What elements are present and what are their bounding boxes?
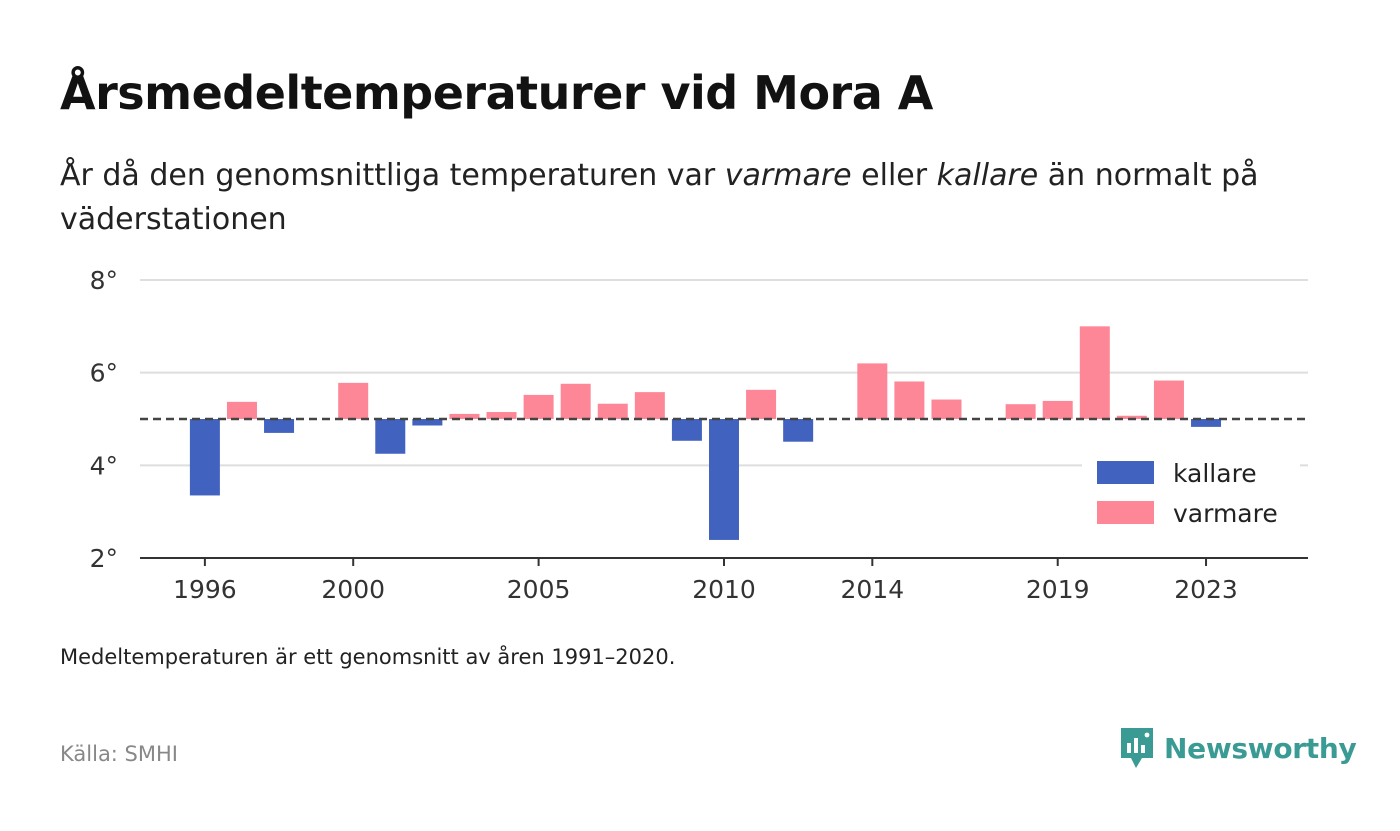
x-tick-label: 1996 bbox=[173, 575, 237, 604]
bar-1998 bbox=[264, 419, 295, 433]
bar-2022 bbox=[1153, 380, 1184, 419]
newsworthy-logo-icon bbox=[1121, 728, 1153, 768]
legend: kallare varmare bbox=[1082, 447, 1300, 539]
x-tick-label: 2005 bbox=[507, 575, 571, 604]
bar-2011 bbox=[746, 389, 777, 419]
bar-2021 bbox=[1116, 415, 1147, 419]
y-tick-label: 6° bbox=[90, 359, 118, 388]
bar-2003 bbox=[449, 413, 480, 419]
bar-2007 bbox=[597, 403, 628, 419]
footnote: Medeltemperaturen är ett genomsnitt av å… bbox=[60, 645, 676, 669]
legend-label-kallare: kallare bbox=[1173, 459, 1257, 488]
bar-2019 bbox=[1042, 400, 1073, 419]
bar-2001 bbox=[375, 419, 406, 454]
x-tick-label: 2014 bbox=[841, 575, 905, 604]
bar-2006 bbox=[560, 383, 591, 419]
bars-layer bbox=[189, 326, 1222, 540]
bar-2023 bbox=[1191, 419, 1222, 427]
bar-chart: 2° 4° 6° 8° 1996 2000 2005 2010 2014 2019 2023 kal… bbox=[90, 266, 1308, 604]
subtitle-emphasis-colder: kallare bbox=[936, 158, 1039, 193]
source-label: Källa: SMHI bbox=[60, 742, 178, 766]
bar-2016 bbox=[931, 399, 962, 419]
bar-2008 bbox=[634, 392, 665, 419]
legend-label-varmare: varmare bbox=[1173, 499, 1278, 528]
bar-2002 bbox=[412, 419, 443, 426]
bar-2004 bbox=[486, 412, 517, 419]
x-tick-label: 2000 bbox=[321, 575, 385, 604]
bar-2010 bbox=[709, 419, 739, 540]
y-tick-label: 8° bbox=[90, 266, 118, 295]
y-tick-label: 2° bbox=[90, 544, 118, 573]
axis-layer: 2° 4° 6° 8° 1996 2000 2005 2010 2014 2019 2023 bbox=[90, 266, 1308, 604]
subtitle-text-1: År då den genomsnittliga temperaturen va… bbox=[60, 158, 725, 193]
chart-subtitle: År då den genomsnittliga temperaturen va… bbox=[60, 154, 1340, 242]
bar-2012 bbox=[783, 419, 814, 442]
bar-2015 bbox=[894, 381, 925, 419]
x-tick-label: 2019 bbox=[1026, 575, 1090, 604]
subtitle-emphasis-warmer: varmare bbox=[724, 158, 852, 193]
newsworthy-logo: Newsworthy bbox=[1118, 726, 1357, 770]
bar-2014 bbox=[857, 363, 888, 419]
bar-2018 bbox=[1005, 404, 1036, 419]
subtitle-text-2: eller bbox=[851, 158, 937, 193]
bar-2005 bbox=[523, 394, 554, 419]
bar-1997 bbox=[226, 401, 257, 419]
x-tick-label: 2010 bbox=[692, 575, 756, 604]
chart-title: Årsmedeltemperaturer vid Mora A bbox=[60, 66, 933, 120]
x-tick-label: 2023 bbox=[1174, 575, 1238, 604]
legend-swatch-varmare bbox=[1097, 501, 1154, 524]
y-tick-label: 4° bbox=[90, 451, 118, 480]
bar-2020 bbox=[1079, 326, 1110, 419]
legend-swatch-kallare bbox=[1097, 461, 1154, 484]
bar-1996 bbox=[189, 419, 220, 496]
logo-text: Newsworthy bbox=[1164, 731, 1357, 765]
bar-2009 bbox=[671, 419, 702, 441]
subtitle-text-3: än normalt på väderstationen bbox=[60, 158, 1259, 237]
bar-2000 bbox=[338, 382, 369, 419]
